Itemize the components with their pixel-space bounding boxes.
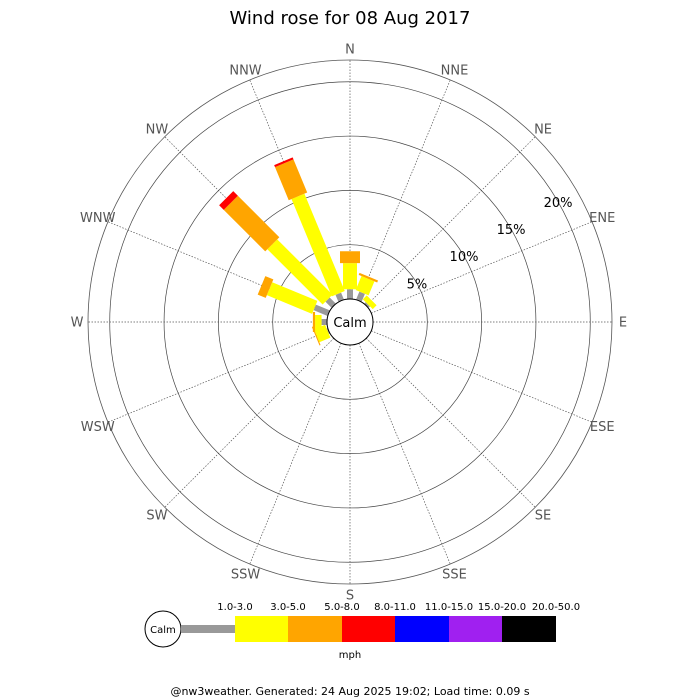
legend: Calm 1.0-3.0 3.0-5.0 5.0-8.0 8.0-11.0 11.0-1… bbox=[144, 602, 580, 661]
direction-label-wnw: WNW bbox=[80, 211, 116, 226]
direction-label-nne: NNE bbox=[441, 63, 469, 78]
outer-ring bbox=[87, 59, 613, 585]
calm-label: Calm bbox=[333, 316, 366, 331]
radial-tick-labels: 5% 10% 15% 20% bbox=[407, 196, 573, 292]
direction-label-ne: NE bbox=[534, 122, 552, 137]
calm-ring bbox=[326, 298, 374, 346]
bar-nnw-1.0-3.0 bbox=[335, 292, 344, 302]
bar-ne-3.0-5.0 bbox=[362, 295, 377, 310]
bar-nw-3.0-5.0 bbox=[267, 239, 333, 305]
bar-nnw-8.0-11.0 bbox=[274, 157, 294, 168]
spoke-ene bbox=[371, 221, 593, 314]
spoke-nne bbox=[358, 79, 451, 301]
bar-n-5.0-8.0 bbox=[340, 251, 360, 264]
spoke-ne bbox=[366, 136, 536, 306]
bar-nw-1.0-3.0 bbox=[325, 297, 336, 308]
direction-label-s: S bbox=[346, 589, 354, 604]
legend-swatch-8.0-11.0 bbox=[342, 616, 395, 642]
radial-tick-label: 5% bbox=[407, 277, 428, 292]
direction-label-ene: ENE bbox=[589, 211, 615, 226]
legend-swatch-1.0-3.0 bbox=[181, 625, 235, 633]
bar-n-1.0-3.0 bbox=[347, 289, 353, 299]
legend-swatch-15.0-20.0 bbox=[449, 616, 502, 642]
direction-label-ssw: SSW bbox=[231, 568, 261, 583]
bar-ne-1.0-3.0 bbox=[364, 302, 370, 308]
bar-nne-3.0-5.0 bbox=[355, 275, 375, 296]
bar-w-3.0-5.0 bbox=[315, 315, 322, 329]
legend-swatch-3.0-5.0 bbox=[235, 616, 288, 642]
bar-nne-5.0-8.0 bbox=[358, 272, 379, 283]
direction-label-sse: SSE bbox=[442, 568, 467, 583]
direction-label-nnw: NNW bbox=[229, 63, 261, 78]
legend-label-8.0-11.0: 8.0-11.0 bbox=[374, 602, 416, 613]
legend-label-20.0-50.0: 20.0-50.0 bbox=[532, 602, 580, 613]
radial-tick-label: 15% bbox=[497, 223, 526, 238]
spoke-wsw bbox=[107, 330, 329, 423]
bar-wnw-3.0-5.0 bbox=[266, 282, 318, 314]
legend-label-5.0-8.0: 5.0-8.0 bbox=[324, 602, 359, 613]
direction-label-w: W bbox=[71, 316, 84, 331]
direction-label-se: SE bbox=[535, 509, 551, 524]
direction-label-wsw: WSW bbox=[81, 420, 115, 435]
radial-tick-label: 10% bbox=[450, 250, 479, 265]
calm-circle: Calm bbox=[326, 298, 374, 346]
footer-text: @nw3weather. Generated: 24 Aug 2025 19:0… bbox=[170, 685, 529, 698]
bar-wsw-3.0-5.0 bbox=[314, 324, 331, 343]
direction-label-sw: SW bbox=[146, 509, 167, 524]
spoke-ese bbox=[371, 330, 593, 423]
direction-label-e: E bbox=[619, 316, 627, 331]
bar-nne-1.0-3.0 bbox=[356, 291, 365, 302]
legend-label-15.0-20.0: 15.0-20.0 bbox=[478, 602, 526, 613]
direction-label-ese: ESE bbox=[590, 420, 615, 435]
spoke-ssw bbox=[249, 343, 342, 565]
legend-units: mph bbox=[339, 650, 361, 661]
legend-label-11.0-15.0: 11.0-15.0 bbox=[425, 602, 473, 613]
spoke-sw bbox=[164, 338, 334, 508]
bar-nw-5.0-8.0 bbox=[223, 195, 280, 252]
wind-bars bbox=[219, 157, 379, 346]
bar-n-3.0-5.0 bbox=[343, 263, 357, 290]
radial-tick-label: 20% bbox=[544, 196, 573, 211]
bar-nnw-3.0-5.0 bbox=[291, 193, 345, 297]
direction-label-nw: NW bbox=[146, 122, 169, 137]
direction-label-n: N bbox=[345, 43, 355, 58]
bar-w-1.0-3.0 bbox=[321, 319, 327, 325]
legend-swatch-20.0-50.0 bbox=[502, 616, 556, 642]
bar-nw-8.0-11.0 bbox=[219, 191, 238, 210]
bar-w-5.0-8.0 bbox=[312, 312, 316, 332]
spoke-sse bbox=[358, 343, 451, 565]
spoke-se bbox=[366, 338, 536, 508]
legend-swatch-5.0-8.0 bbox=[288, 616, 342, 642]
chart-title: Wind rose for 08 Aug 2017 bbox=[230, 8, 471, 29]
legend-calm-label: Calm bbox=[150, 625, 176, 636]
legend-swatch-11.0-15.0 bbox=[395, 616, 449, 642]
bar-nnw-5.0-8.0 bbox=[275, 159, 308, 201]
legend-label-3.0-5.0: 3.0-5.0 bbox=[270, 602, 305, 613]
bar-wnw-5.0-8.0 bbox=[257, 276, 274, 298]
bar-wnw-1.0-3.0 bbox=[313, 304, 330, 316]
legend-label-1.0-3.0: 1.0-3.0 bbox=[217, 602, 252, 613]
